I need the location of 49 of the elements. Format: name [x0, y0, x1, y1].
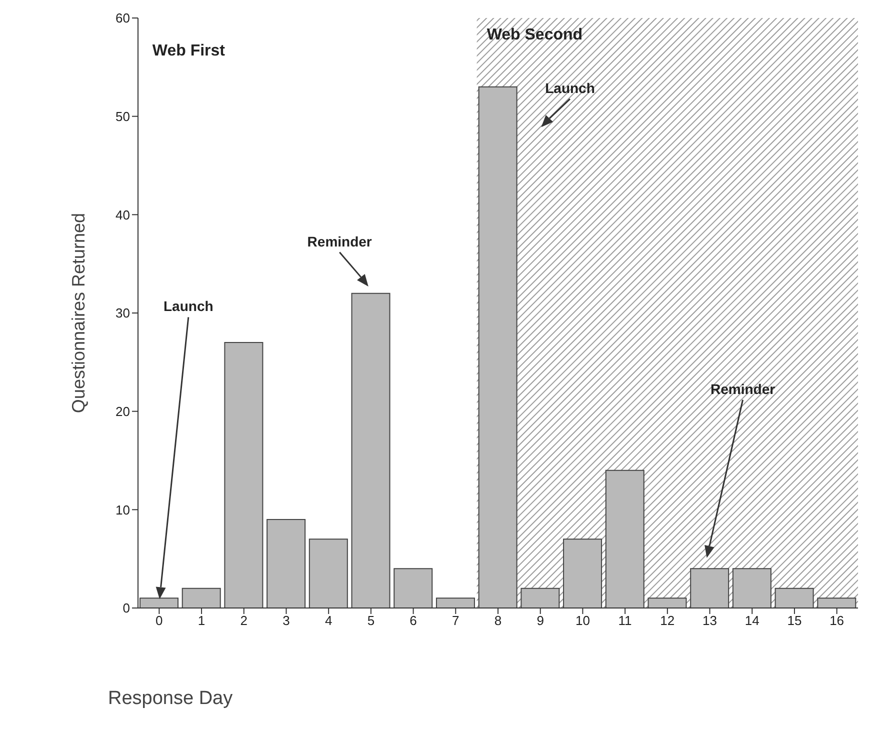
y-tick-label: 20: [116, 404, 130, 419]
bar: [351, 292, 390, 608]
bar: [774, 588, 814, 608]
y-tick-label: 0: [122, 600, 130, 616]
x-tick-label: 0: [156, 613, 163, 628]
bar: [690, 568, 730, 608]
y-tick-label: 60: [116, 10, 130, 26]
x-tick-label: 11: [618, 613, 632, 628]
x-tick-label: 14: [744, 613, 760, 628]
bar: [817, 598, 856, 608]
band-label: Web Second: [486, 26, 583, 44]
y-tick-label: 30: [116, 306, 130, 321]
bar: [478, 86, 518, 608]
annotation: Reminder: [710, 380, 776, 397]
bar: [224, 342, 264, 608]
bar: [648, 598, 687, 608]
bar: [436, 598, 475, 608]
x-tick-label: 8: [494, 613, 502, 628]
annotation: Reminder: [307, 233, 372, 250]
x-tick-label: 10: [575, 613, 590, 628]
x-tick-label: 7: [452, 613, 460, 628]
annotation: Launch: [545, 80, 595, 96]
x-tick-label: 13: [702, 613, 717, 628]
y-tick-label: 50: [116, 108, 130, 124]
y-tick-label: 40: [116, 207, 130, 222]
bar: [605, 470, 644, 608]
x-axis-title: Response Day: [108, 688, 234, 710]
bar: [182, 588, 221, 608]
x-tick-label: 5: [367, 613, 375, 628]
x-tick-label: 12: [660, 613, 675, 628]
x-tick-label: 9: [536, 613, 544, 628]
x-tick-label: 4: [324, 613, 332, 628]
x-tick-label: 15: [787, 613, 802, 628]
bar: [266, 519, 306, 608]
bar: [732, 568, 772, 608]
bar: [140, 598, 178, 608]
annotation: Web First: [152, 42, 226, 60]
x-tick-label: 2: [240, 613, 248, 628]
bar: [394, 568, 433, 608]
y-tick-label: 10: [116, 502, 130, 518]
bar: [520, 588, 560, 608]
x-tick-label: 3: [282, 613, 290, 628]
annotation: Launch: [164, 298, 214, 314]
bar: [563, 538, 602, 608]
x-tick-label: 6: [410, 613, 417, 628]
x-tick-label: 16: [830, 613, 844, 628]
y-axis-title: Questionnaires Returned: [68, 212, 88, 414]
x-tick-label: 1: [198, 613, 206, 628]
bar: [308, 538, 348, 608]
